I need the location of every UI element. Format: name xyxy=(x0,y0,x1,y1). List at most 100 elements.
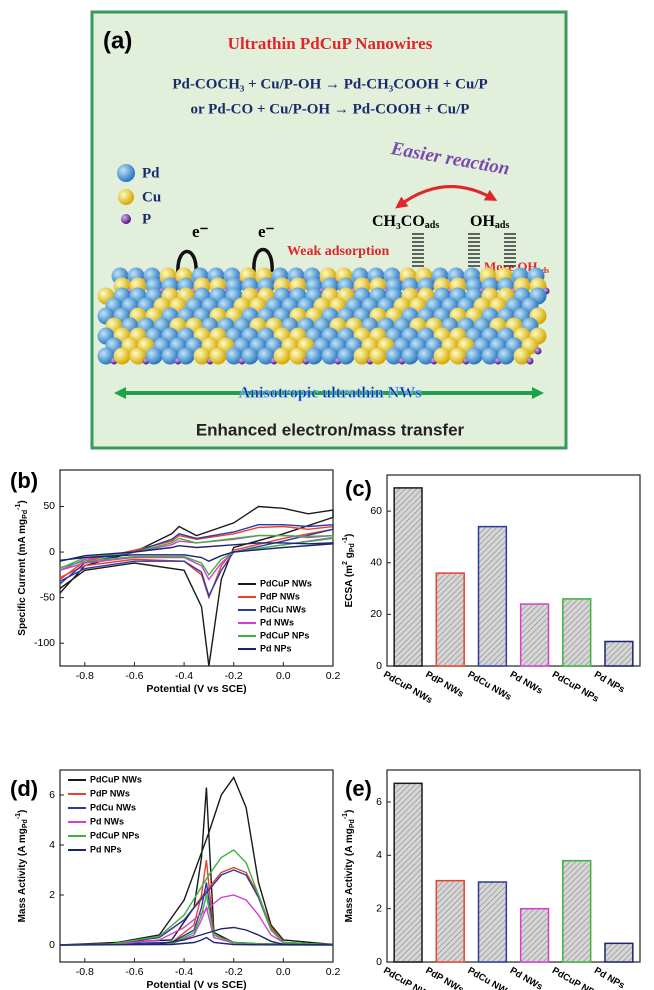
x-tick-label: -0.6 xyxy=(125,966,143,978)
bar xyxy=(394,488,422,666)
atom xyxy=(338,348,355,365)
atom xyxy=(402,348,419,365)
legend-sphere xyxy=(121,214,131,224)
panel-label: (a) xyxy=(103,27,132,54)
y-axis-label-part: ) xyxy=(344,810,355,813)
x-tick-label: 0.0 xyxy=(276,670,291,682)
y-axis-label-part: Specific Current (mA mg xyxy=(17,519,28,636)
x-tick-label: -0.4 xyxy=(175,966,193,978)
y-axis-label-part: ) xyxy=(17,810,28,813)
figure: (a) Ultrathin PdCuP Nanowires Pd-COCH₃ +… xyxy=(0,0,654,990)
panel-label: (e) xyxy=(345,776,372,801)
plot-frame xyxy=(387,475,640,666)
y-tick-label: 0 xyxy=(376,956,382,968)
bar xyxy=(479,882,507,962)
panel-label: (b) xyxy=(10,468,38,493)
atom xyxy=(210,348,227,365)
y-tick-label: -100 xyxy=(34,637,55,649)
atom xyxy=(498,348,515,365)
legend-label: Pd NPs xyxy=(90,844,122,854)
legend-label: PdP NWs xyxy=(260,591,300,601)
y-axis-label-part: ) xyxy=(344,534,355,537)
x-tick-label: -0.6 xyxy=(125,670,143,682)
x-tick-label: PdCu NWs xyxy=(466,669,514,703)
atom xyxy=(274,348,291,365)
x-tick-label: 0.2 xyxy=(326,966,341,978)
x-axis-label: Potential (V vs SCE) xyxy=(146,979,246,990)
adsorbate-text: CH₃CO xyxy=(372,213,425,230)
y-axis-label: Specific Current (mA mgPd-1) xyxy=(15,500,29,635)
bar xyxy=(605,943,633,962)
x-tick-label: -0.8 xyxy=(76,670,94,682)
bar xyxy=(563,861,591,962)
x-tick-label: 0.0 xyxy=(276,966,291,978)
footer: Enhanced electron/mass transfer xyxy=(196,420,465,439)
x-tick-label: -0.2 xyxy=(225,966,243,978)
legend-label: PdCuP NWs xyxy=(260,578,312,588)
legend-sphere xyxy=(118,189,134,205)
x-tick-label: 0.2 xyxy=(326,670,341,682)
adsorbate-sub: ads xyxy=(495,220,510,231)
legend-label: PdCu NWs xyxy=(260,604,306,614)
y-tick-label: 0 xyxy=(376,660,382,672)
panel-label: (d) xyxy=(10,776,38,801)
bar xyxy=(436,881,464,962)
atom xyxy=(527,358,534,365)
y-axis-label: ECSA (m2 gPd-1) xyxy=(342,534,356,608)
y-axis-label-part: g xyxy=(344,552,355,561)
y-axis-label-part: Pd xyxy=(22,510,29,519)
y-axis-label-part: Pd xyxy=(349,543,356,552)
legend-label: P xyxy=(142,211,151,227)
y-tick-label: 50 xyxy=(43,500,55,512)
legend-label: Pd NWs xyxy=(90,816,124,826)
panel-label: (c) xyxy=(345,476,372,501)
arrow-label: Anisotropic ultrathin NWs xyxy=(239,385,422,402)
y-tick-label: 4 xyxy=(49,839,55,851)
atom xyxy=(114,348,131,365)
atom xyxy=(466,348,483,365)
atom xyxy=(306,348,323,365)
atom xyxy=(535,348,542,355)
diagram-title: Ultrathin PdCuP Nanowires xyxy=(228,34,433,53)
cv-curve xyxy=(60,870,333,945)
legend-label: PdCuP NPs xyxy=(90,830,139,840)
y-axis-label-part: Mass Activity (A mg xyxy=(344,828,355,922)
x-tick-label: PdCuP NPs xyxy=(550,965,601,990)
x-tick-label: -0.4 xyxy=(175,670,193,682)
bar xyxy=(436,573,464,666)
y-tick-label: 60 xyxy=(370,505,382,517)
y-axis-label-part: Pd xyxy=(22,819,29,828)
legend-sphere xyxy=(117,164,135,182)
chart: (b) -100 -50 0 50 Specific Current (mA mgPd-1… xyxy=(10,468,340,695)
x-tick-label: Pd NPs xyxy=(592,965,626,990)
y-tick-label: 6 xyxy=(49,789,55,801)
y-tick-label: -50 xyxy=(40,591,55,603)
bar xyxy=(479,527,507,666)
legend-label: Cu xyxy=(142,189,161,205)
atom xyxy=(146,348,163,365)
y-axis-label-part: Mass Activity (A mg xyxy=(17,828,28,922)
x-tick-label: PdP NWs xyxy=(423,965,465,990)
y-tick-label: 20 xyxy=(370,608,382,620)
x-tick-label: PdCuP NPs xyxy=(550,669,601,705)
x-tick-label: -0.8 xyxy=(76,966,94,978)
legend-label: Pd NWs xyxy=(260,617,294,627)
atom xyxy=(370,348,387,365)
legend-label: PdCuP NWs xyxy=(90,774,142,784)
y-tick-label: 0 xyxy=(49,939,55,951)
adsorbate-sub: ads xyxy=(425,220,440,231)
adsorbate-text: OH xyxy=(470,213,495,230)
legend-label: PdCuP NPs xyxy=(260,630,309,640)
y-tick-label: 6 xyxy=(376,796,382,808)
plot-frame xyxy=(387,770,640,962)
atom xyxy=(242,348,259,365)
x-tick-label: Pd NPs xyxy=(592,669,626,695)
x-tick-label: PdCu NWs xyxy=(466,965,514,990)
y-tick-label: 2 xyxy=(49,889,55,901)
panel-a: (a) Ultrathin PdCuP Nanowires Pd-COCH₃ +… xyxy=(92,12,566,448)
bar xyxy=(521,604,549,666)
y-tick-label: 0 xyxy=(49,546,55,558)
